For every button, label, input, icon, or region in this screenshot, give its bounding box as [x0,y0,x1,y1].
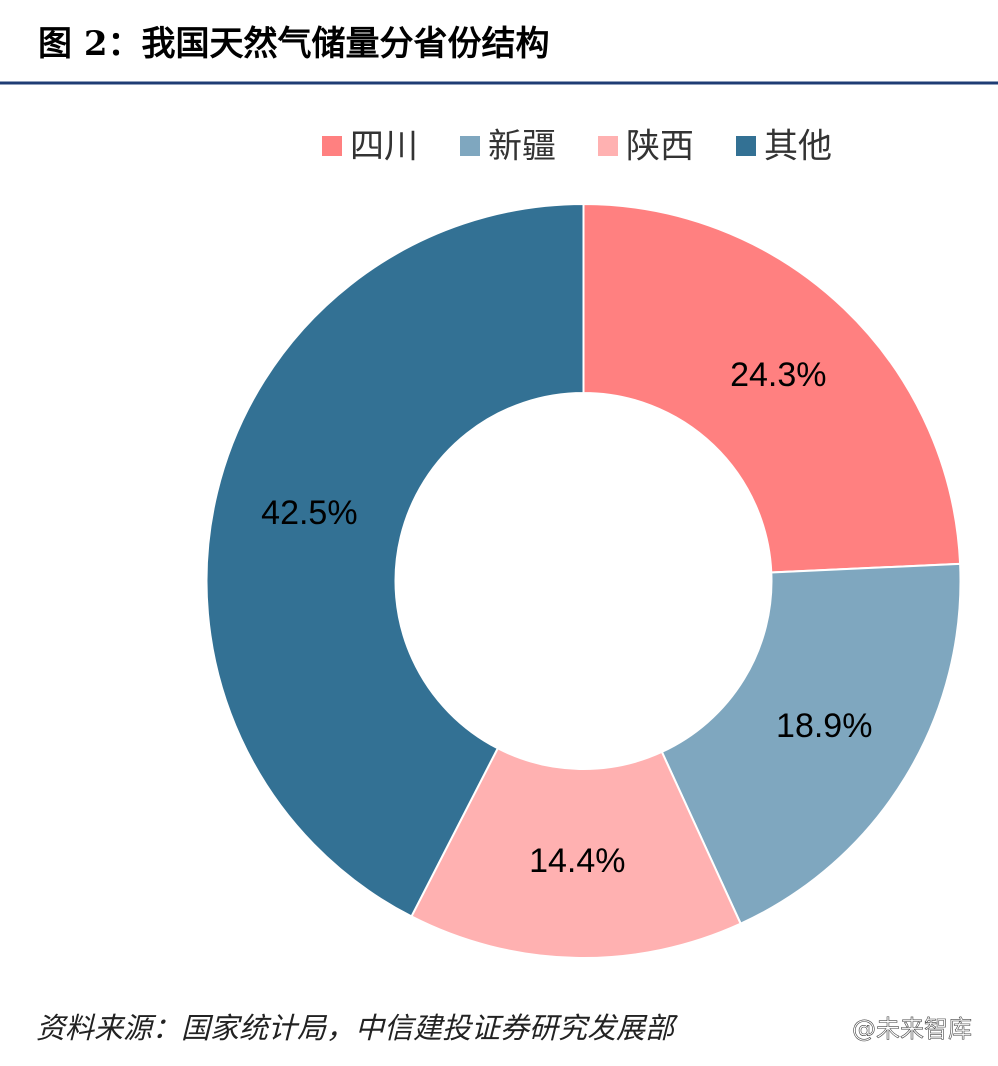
chart-title: 图 2：我国天然气储量分省份结构 [38,24,550,64]
source: 资料来源：国家统计局，中信建投证券研究发展部 [36,1011,678,1045]
donut-slice [582,202,962,574]
legend-swatch [598,136,618,156]
legend-swatch [322,136,342,156]
watermark: @未来智库 [852,1015,972,1043]
legend-label: 其他 [764,127,832,167]
value-label: 24.3% [730,356,826,394]
value-label: 14.4% [529,842,625,880]
legend-label: 四川 [350,127,418,167]
legend-swatch [460,136,480,156]
donut-slice [205,202,585,918]
legend-label: 新疆 [488,127,556,167]
value-label: 18.9% [776,707,872,745]
legend-label: 陕西 [626,127,694,167]
donut-slice [660,562,962,926]
value-label: 42.5% [261,494,357,532]
donut-slice [410,746,742,959]
legend-swatch [736,136,756,156]
